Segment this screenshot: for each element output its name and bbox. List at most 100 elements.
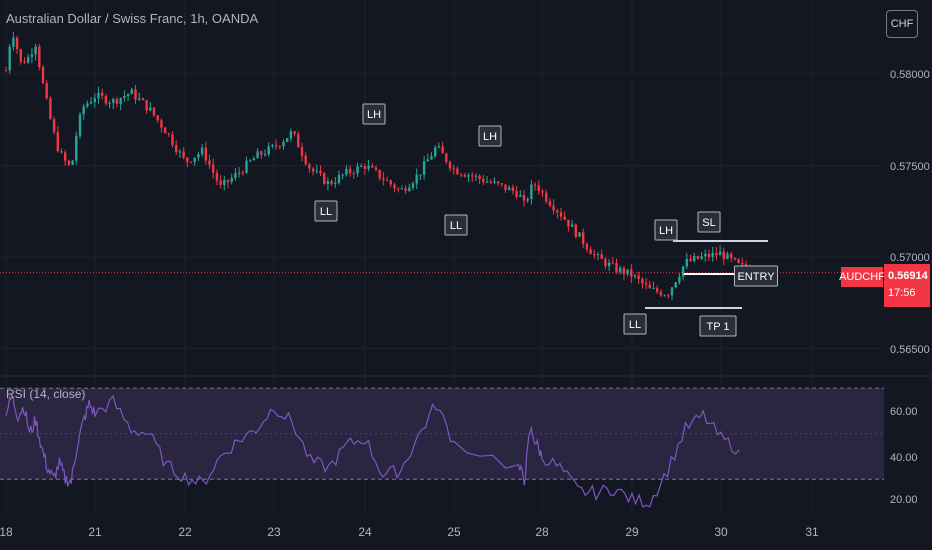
time-tick-label: 25 xyxy=(447,525,461,539)
time-tick-label: 22 xyxy=(178,525,192,539)
candle-body xyxy=(415,174,418,184)
annotation-label: LL xyxy=(320,206,332,218)
candle-body xyxy=(219,180,222,185)
candle-body xyxy=(182,151,185,158)
candle-body xyxy=(89,101,93,104)
annotation-label: LL xyxy=(450,220,462,232)
candle-body xyxy=(663,295,666,297)
candle-body xyxy=(456,168,459,175)
candle-body xyxy=(474,175,478,177)
candle-body xyxy=(138,98,141,100)
candle-body xyxy=(186,157,189,162)
candle-body xyxy=(652,288,655,290)
candle-body xyxy=(167,133,170,135)
candle-body xyxy=(67,160,71,165)
candle-body xyxy=(704,253,707,257)
candle-body xyxy=(278,146,281,148)
candle-body xyxy=(348,168,352,173)
candle-body xyxy=(197,154,200,158)
currency-button[interactable]: CHF xyxy=(886,10,918,38)
candle-body xyxy=(345,168,348,175)
annotation-box xyxy=(654,219,678,241)
candle-body xyxy=(471,175,474,177)
candle-body xyxy=(718,251,722,256)
candle-body xyxy=(448,161,452,169)
candle-body xyxy=(271,145,274,147)
candle-body xyxy=(300,147,304,156)
candle-body xyxy=(626,269,629,275)
candle-body xyxy=(696,256,700,259)
price-tick-label: 0.57000 xyxy=(890,252,930,264)
candle-body xyxy=(430,156,433,160)
candle-body xyxy=(304,155,307,165)
candle-body xyxy=(526,198,529,201)
candle-body xyxy=(393,184,396,189)
candle-body xyxy=(674,282,677,288)
candle-body xyxy=(604,258,607,267)
candle-body xyxy=(545,192,548,202)
candle-body xyxy=(289,131,293,139)
price-tick-label: 0.57500 xyxy=(890,161,930,173)
candle-body xyxy=(463,175,466,177)
candle-body xyxy=(256,151,259,159)
candle-body xyxy=(378,169,381,179)
candle-body xyxy=(286,138,289,142)
candle-body xyxy=(330,181,333,185)
candle-body xyxy=(574,224,577,237)
candle-body xyxy=(582,232,585,244)
candle-body xyxy=(500,183,503,185)
swing-labels: LH LL LH LL LH LL SL ENTRY TP 1 xyxy=(314,103,778,337)
current-price-badge: 0.56914 17:56 xyxy=(884,264,930,307)
candle-body xyxy=(489,181,492,183)
candle-body xyxy=(60,151,63,153)
candle-body xyxy=(737,259,740,263)
countdown: 17:56 xyxy=(888,287,916,299)
candle-body xyxy=(400,188,404,190)
candle-body xyxy=(323,173,326,185)
candle-body xyxy=(126,94,130,97)
annotation-box xyxy=(314,200,338,222)
candle-body xyxy=(485,181,489,183)
candle-body xyxy=(711,252,714,258)
candle-body xyxy=(23,61,26,63)
candle-body xyxy=(282,141,285,147)
annotation-label: LH xyxy=(659,225,673,237)
rsi-tick-label: 60.00 xyxy=(890,406,918,418)
candle-body xyxy=(707,253,711,258)
candle-body xyxy=(482,178,485,183)
candle-body xyxy=(685,258,688,267)
annotation-box xyxy=(734,265,778,287)
candle-body xyxy=(678,276,681,283)
candle-body xyxy=(341,174,344,176)
candle-body xyxy=(693,256,696,261)
annotation-box xyxy=(623,313,647,335)
candle-body xyxy=(160,120,163,128)
candle-body xyxy=(315,170,318,172)
candle-body xyxy=(360,166,363,168)
candle-body xyxy=(700,256,703,259)
candle-body xyxy=(382,178,385,181)
candle-body xyxy=(548,201,552,206)
candle-body xyxy=(134,89,137,100)
time-tick-label: 18 xyxy=(0,525,13,539)
candle-body xyxy=(404,188,407,192)
candle-body xyxy=(459,174,463,176)
annotation-box xyxy=(697,211,721,233)
candle-body xyxy=(493,181,496,183)
candle-body xyxy=(267,146,270,155)
candle-body xyxy=(530,184,533,199)
candle-body xyxy=(241,172,244,174)
time-tick-label: 23 xyxy=(267,525,281,539)
candle-body xyxy=(308,164,311,169)
axes: 0.58000 0.57500 0.57000 0.56500 60.00 40.00 20… xyxy=(0,69,930,539)
candle-body xyxy=(212,164,215,173)
candle-body xyxy=(249,160,252,162)
candle-body xyxy=(274,145,278,147)
candle-body xyxy=(578,232,581,237)
candle-body xyxy=(681,266,685,277)
candle-body xyxy=(204,147,207,161)
candle-body xyxy=(352,172,355,174)
candle-body xyxy=(145,100,148,111)
candle-body xyxy=(537,185,540,191)
